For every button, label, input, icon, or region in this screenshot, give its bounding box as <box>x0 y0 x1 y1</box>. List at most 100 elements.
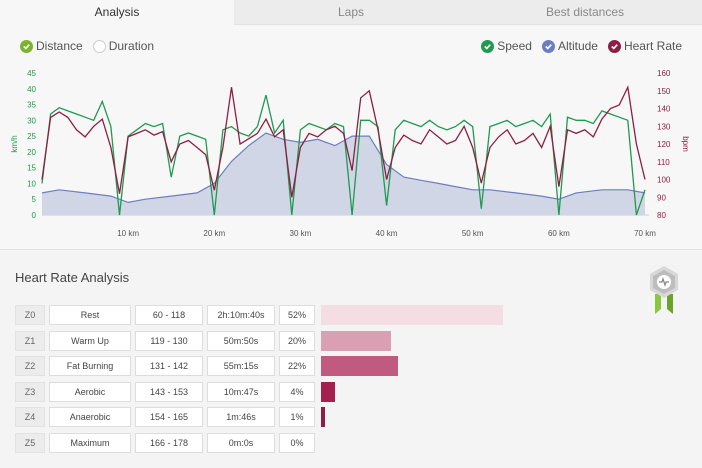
zone-range: 131 - 142 <box>135 356 203 376</box>
y-right-tick-label: 110 <box>657 158 670 167</box>
zone-percent: 4% <box>279 382 315 402</box>
x-tick-label: 60 km <box>548 229 570 238</box>
zone-id: Z2 <box>15 356 45 376</box>
zone-bar <box>321 305 503 325</box>
zone-name: Fat Burning <box>49 356 131 376</box>
zone-percent: 22% <box>279 356 315 376</box>
tab-best-distances[interactable]: Best distances <box>545 5 625 19</box>
zone-time: 10m:47s <box>207 382 275 402</box>
zone-bar-track <box>321 356 691 376</box>
x-axis-mode-selector: Distance Duration <box>20 39 154 53</box>
y-left-tick-label: 5 <box>32 195 37 204</box>
speed-toggle[interactable]: Speed <box>481 39 532 53</box>
y-right-axis-title: bpm <box>681 136 690 152</box>
zone-time: 0m:0s <box>207 433 275 453</box>
x-tick-label: 40 km <box>376 229 398 238</box>
y-right-tick-label: 120 <box>657 140 671 149</box>
altitude-area <box>42 133 645 215</box>
zone-range: 119 - 130 <box>135 331 203 351</box>
section-divider <box>0 249 702 250</box>
zone-bar-track <box>321 382 691 402</box>
zone-time: 50m:50s <box>207 331 275 351</box>
zone-percent: 52% <box>279 305 315 325</box>
zone-id: Z1 <box>15 331 45 351</box>
zone-bar-track <box>321 305 691 325</box>
zone-bar-track <box>321 331 691 351</box>
y-left-tick-label: 0 <box>32 211 37 220</box>
tab-analysis[interactable]: Analysis <box>0 0 234 25</box>
zone-bar <box>321 356 398 376</box>
checkmark-icon <box>481 39 495 53</box>
zone-percent: 20% <box>279 331 315 351</box>
heart-rate-label: Heart Rate <box>623 39 682 53</box>
hr-zone-row-z1: Z1 Warm Up 119 - 130 50m:50s 20% <box>15 331 695 351</box>
zone-name: Aerobic <box>49 382 131 402</box>
y-left-tick-label: 35 <box>27 101 36 110</box>
y-right-tick-label: 90 <box>657 193 666 202</box>
zone-range: 143 - 153 <box>135 382 203 402</box>
zone-bar-track <box>321 433 691 453</box>
checkmark-icon <box>541 39 555 53</box>
zone-range: 60 - 118 <box>135 305 203 325</box>
tab-laps[interactable]: Laps <box>337 5 365 19</box>
zone-bar-track <box>321 407 691 427</box>
distance-toggle[interactable]: Distance <box>20 39 83 53</box>
zone-name: Warm Up <box>49 331 131 351</box>
zone-bar <box>321 331 391 351</box>
activity-chart[interactable]: 0 5 10 15 20 25 30 35 40 45 80 90 100 110 120 130 140 150… <box>0 25 702 249</box>
y-left-tick-label: 15 <box>27 164 36 173</box>
speed-label: Speed <box>497 39 532 53</box>
zone-range: 166 - 178 <box>135 433 203 453</box>
empty-circle-icon <box>92 39 106 53</box>
duration-label: Duration <box>108 39 155 53</box>
y-right-tick-label: 100 <box>657 176 671 185</box>
x-tick-label: 50 km <box>462 229 484 238</box>
y-left-tick-label: 30 <box>27 116 36 125</box>
distance-label: Distance <box>36 39 83 53</box>
zone-range: 154 - 165 <box>135 407 203 427</box>
y-left-axis-title: km/h <box>10 135 19 152</box>
hr-zone-row-z2: Z2 Fat Burning 131 - 142 55m:15s 22% <box>15 356 695 376</box>
chart-panel: Distance Duration Speed Altitude Heart R… <box>0 25 702 249</box>
heart-rate-toggle[interactable]: Heart Rate <box>607 39 682 53</box>
hr-analysis-title: Heart Rate Analysis <box>15 270 130 285</box>
y-left-tick-label: 45 <box>27 69 36 78</box>
y-right-tick-label: 150 <box>657 87 671 96</box>
hr-zone-row-z3: Z3 Aerobic 143 - 153 10m:47s 4% <box>15 382 695 402</box>
hr-zone-row-z5: Z5 Maximum 166 - 178 0m:0s 0% <box>15 433 695 453</box>
y-left-tick-label: 25 <box>27 132 36 141</box>
zone-time: 1m:46s <box>207 407 275 427</box>
y-left-tick-label: 20 <box>27 148 36 157</box>
altitude-toggle[interactable]: Altitude <box>541 39 598 53</box>
checkmark-icon <box>607 39 621 53</box>
zone-time: 2h:10m:40s <box>207 305 275 325</box>
altitude-line <box>41 132 646 204</box>
y-right-tick-label: 160 <box>657 69 671 78</box>
hr-zone-row-z0: Z0 Rest 60 - 118 2h:10m:40s 52% <box>15 305 695 325</box>
zone-name: Maximum <box>49 433 131 453</box>
zone-time: 55m:15s <box>207 356 275 376</box>
y-right-tick-label: 130 <box>657 122 671 131</box>
duration-toggle[interactable]: Duration <box>92 39 155 53</box>
y-right-tick-label: 80 <box>657 211 666 220</box>
x-tick-label: 20 km <box>203 229 225 238</box>
zone-percent: 0% <box>279 433 315 453</box>
zone-name: Anaerobic <box>49 407 131 427</box>
zone-id: Z0 <box>15 305 45 325</box>
heart-rate-line <box>41 85 646 198</box>
y-left-tick-label: 10 <box>27 179 36 188</box>
zone-name: Rest <box>49 305 131 325</box>
speed-line <box>41 94 646 216</box>
zone-bar <box>321 407 325 427</box>
zone-id: Z4 <box>15 407 45 427</box>
x-tick-label: 30 km <box>290 229 312 238</box>
heart-rate-badge-icon <box>650 266 678 314</box>
y-left-tick-label: 40 <box>27 85 36 94</box>
x-tick-label: 10 km <box>117 229 139 238</box>
zone-percent: 1% <box>279 407 315 427</box>
zone-id: Z5 <box>15 433 45 453</box>
checkmark-icon <box>20 39 33 53</box>
altitude-label: Altitude <box>557 39 598 53</box>
series-legend: Speed Altitude Heart Rate <box>481 39 682 53</box>
x-tick-label: 70 km <box>634 229 656 238</box>
